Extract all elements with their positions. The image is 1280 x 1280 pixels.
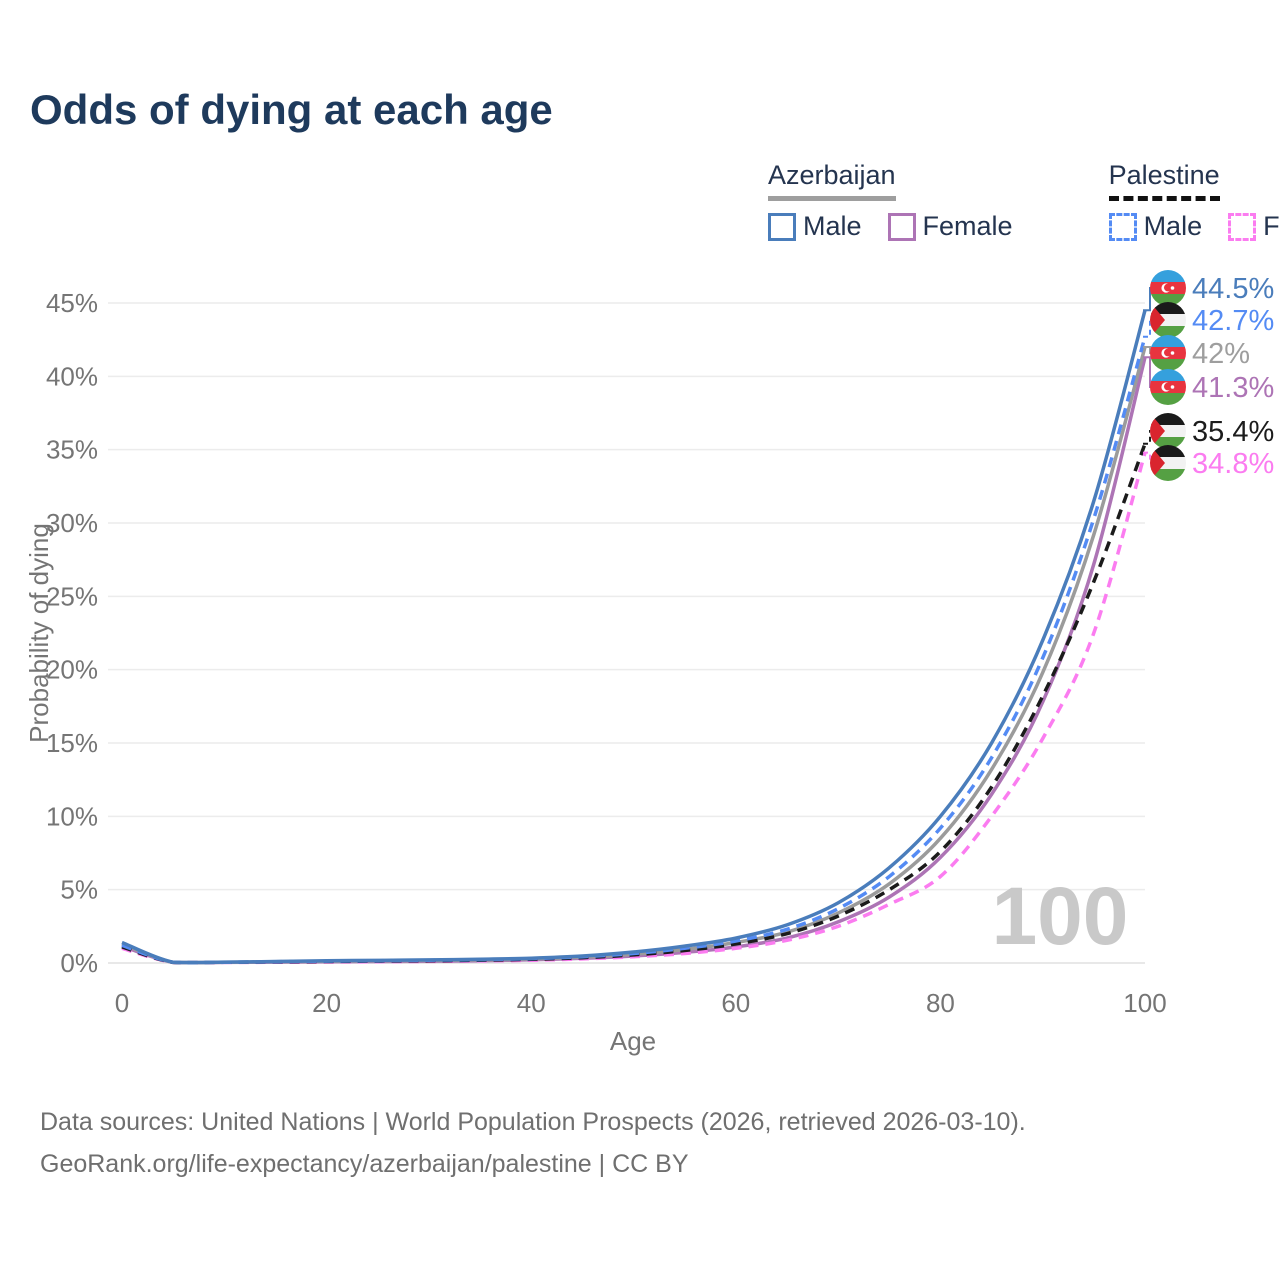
footer-attribution[interactable]: GeoRank.org/life-expectancy/azerbaijan/p…	[40, 1150, 689, 1178]
legend-label: Female	[1263, 211, 1280, 241]
series-line-palestine-male[interactable]	[121, 336, 1147, 965]
end-labels: 44.5%42.7%42%41.3% 35.4%34.8%	[1150, 270, 1274, 481]
end-label-palestine-both[interactable]: 35.4%	[1150, 413, 1274, 449]
y-tick-label: 35%	[46, 435, 98, 465]
chart-legend: Azerbaijan Male Female Palestine Male Fe…	[768, 160, 1280, 242]
legend-group-azerbaijan: Azerbaijan Male Female	[768, 160, 1013, 242]
legend-group-palestine: Palestine Male Female	[1108, 160, 1280, 242]
end-label-value: 42.7%	[1192, 305, 1274, 337]
x-tick-label: 20	[312, 988, 341, 1018]
y-axis-tick-labels: 0% 5% 10% 15% 20% 25% 30% 35% 40% 45%	[46, 288, 98, 978]
x-tick-label: 60	[721, 988, 750, 1018]
end-label-value: 41.3%	[1192, 372, 1274, 404]
y-tick-label: 40%	[46, 361, 98, 391]
legend-swatch-azerbaijan-male	[768, 212, 796, 241]
azerbaijan-flag-icon	[1150, 335, 1186, 371]
series-line-azerbaijan-male[interactable]	[121, 309, 1147, 965]
chart-canvas: 0% 5% 10% 15% 20% 25% 30% 35% 40% 45% 0 20 40 60 80 10…	[24, 270, 1274, 1056]
x-axis-title: Age	[610, 1026, 656, 1056]
azerbaijan-flag-icon	[1150, 369, 1186, 405]
x-axis-tick-labels: 0 20 40 60 80 100	[115, 988, 1167, 1018]
azerbaijan-flag-icon	[1150, 270, 1186, 306]
series-line-palestine-both-sexes[interactable]	[121, 443, 1147, 965]
legend-swatch-palestine-male	[1108, 212, 1137, 241]
y-axis-title: Probability of dying	[24, 523, 54, 743]
end-label-azerbaijan-male[interactable]: 44.5%	[1150, 270, 1274, 306]
x-tick-label: 100	[1123, 988, 1166, 1018]
end-label-value: 42%	[1192, 338, 1250, 370]
legend-title-azerbaijan: Azerbaijan	[768, 160, 896, 201]
x-tick-label: 40	[517, 988, 546, 1018]
legend-label: Male	[803, 211, 862, 241]
y-tick-label: 5%	[60, 875, 98, 905]
y-tick-label: 0%	[60, 948, 98, 978]
legend-item-palestine-female[interactable]: Female	[1228, 211, 1280, 242]
end-label-azerbaijan-female[interactable]: 41.3%	[1150, 369, 1274, 405]
y-tick-label: 10%	[46, 801, 98, 831]
y-tick-label: 45%	[46, 288, 98, 318]
legend-swatch-palestine-female	[1228, 212, 1257, 241]
x-tick-label: 80	[926, 988, 955, 1018]
series-line-palestine-female[interactable]	[121, 452, 1147, 965]
legend-label: Female	[922, 211, 1013, 241]
palestine-flag-icon	[1150, 302, 1186, 338]
legend-swatch-azerbaijan-female	[887, 212, 916, 241]
end-label-azerbaijan-both[interactable]: 42%	[1150, 335, 1250, 371]
y-tick-label: 20%	[46, 655, 98, 685]
legend-label: Male	[1143, 211, 1203, 241]
watermark-age: 100	[992, 871, 1129, 962]
y-tick-label: 15%	[46, 728, 98, 758]
legend-title-palestine: Palestine	[1108, 160, 1220, 201]
gridlines	[108, 302, 1145, 964]
legend-item-azerbaijan-male[interactable]: Male	[768, 211, 862, 242]
end-label-palestine-male[interactable]: 42.7%	[1150, 302, 1274, 338]
palestine-flag-icon	[1150, 413, 1186, 449]
end-label-value: 44.5%	[1192, 273, 1274, 305]
series-lines	[121, 309, 1147, 965]
end-label-value: 34.8%	[1192, 448, 1274, 480]
end-label-value: 35.4%	[1192, 416, 1274, 448]
legend-item-azerbaijan-female[interactable]: Female	[887, 211, 1013, 242]
end-label-palestine-female[interactable]: 34.8%	[1150, 445, 1274, 481]
page-title: Odds of dying at each age	[30, 86, 553, 133]
footer-data-sources: Data sources: United Nations | World Pop…	[40, 1108, 1026, 1136]
y-tick-label: 25%	[46, 581, 98, 611]
palestine-flag-icon	[1150, 445, 1186, 481]
x-tick-label: 0	[115, 988, 129, 1018]
legend-item-palestine-male[interactable]: Male	[1108, 211, 1203, 242]
y-tick-label: 30%	[46, 508, 98, 538]
connector	[1143, 430, 1157, 445]
